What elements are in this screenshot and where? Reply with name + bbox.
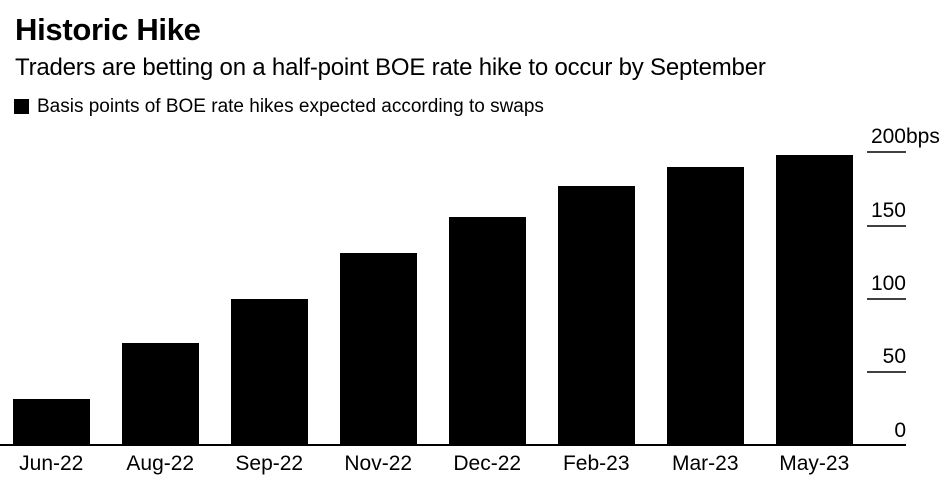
x-axis-label-aug-22: Aug-22: [126, 452, 195, 475]
bar-dec-22: [449, 216, 526, 446]
y-axis-tick-200: [867, 151, 906, 154]
x-axis-label-jun-22: Jun-22: [19, 452, 84, 475]
legend-label: Basis points of BOE rate hikes expected …: [37, 96, 544, 117]
bar-may-23: [776, 155, 853, 446]
page-title: Historic Hike: [15, 12, 201, 47]
legend: Basis points of BOE rate hikes expected …: [14, 95, 544, 118]
x-axis-label-mar-23: Mar-23: [671, 452, 739, 475]
bar-jun-22: [13, 398, 90, 446]
y-axis-label-200: 200 bps: [870, 125, 940, 149]
x-axis-label-nov-22: Nov-22: [344, 452, 413, 475]
legend-swatch-icon: [14, 99, 29, 114]
y-axis-label-50: 50: [882, 345, 906, 369]
bar-mar-23: [667, 166, 744, 446]
y-axis-unit: bps: [906, 125, 940, 149]
bar-sep-22: [231, 298, 308, 446]
y-axis-label-100: 100: [870, 271, 906, 295]
y-axis-tick-100: [867, 297, 906, 300]
bar-nov-22: [340, 253, 417, 446]
x-axis-label-dec-22: Dec-22: [453, 452, 522, 475]
x-axis-label-sep-22: Sep-22: [235, 452, 304, 475]
bar-feb-23: [558, 185, 635, 446]
bar-aug-22: [122, 342, 199, 446]
y-axis-tick-50: [867, 371, 906, 374]
y-axis-label-0: 0: [894, 418, 906, 442]
page-subtitle: Traders are betting on a half-point BOE …: [15, 54, 766, 81]
x-axis-label-may-23: May-23: [779, 452, 850, 475]
y-axis-tick-150: [867, 224, 906, 227]
x-axis-label-feb-23: Feb-23: [562, 452, 630, 475]
y-axis-label-value: 200: [870, 125, 906, 149]
y-axis-label-150: 150: [870, 198, 906, 222]
